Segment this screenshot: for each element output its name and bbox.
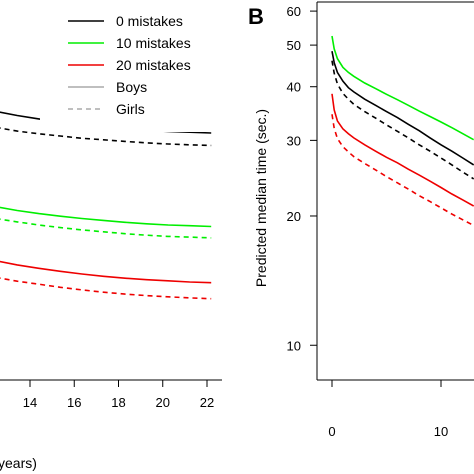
- panel-a-series-10-mistakes-boys: [0, 206, 212, 228]
- panel-a-series-20-mistakes-boys: [0, 260, 212, 284]
- panel-a-legend-label-girls: Girls: [116, 101, 145, 117]
- panel-a-x-tick-label-14: 14: [23, 395, 37, 410]
- panel-b-series-20-mistakes-boys: [331, 93, 474, 207]
- panel-a-legend-label-20-mistakes: 20 mistakes: [116, 57, 191, 73]
- panel-a-x-tick-label-16: 16: [67, 395, 81, 410]
- panel-a-legend-label-0-mistakes: 0 mistakes: [116, 13, 183, 29]
- panel-a: 14 16 18 20 22 years) 0 mistakes 10 mistakes 2…: [0, 2, 234, 471]
- panel-b-x-tick-label-0: 0: [328, 424, 335, 439]
- panel-b-plot-frame: [316, 1, 474, 381]
- panel-b-series-0-mistakes-boys: [331, 51, 474, 166]
- panel-b-series-group: [331, 35, 474, 227]
- panel-b-y-tick-label-30: 30: [287, 133, 301, 148]
- panel-a-legend-label-boys: Boys: [116, 79, 147, 95]
- panel-b-letter: B: [248, 4, 264, 29]
- panel-b-y-tick-label-40: 40: [287, 80, 301, 95]
- panel-b-series-0-mistakes-girls: [331, 60, 474, 180]
- panel-b-x-tick-label-10: 10: [434, 424, 448, 439]
- panel-a-series-group: [0, 111, 212, 300]
- panel-b-y-axis-label: Predicted median time (sec.): [253, 109, 269, 287]
- panel-b-series-10-mistakes-boys: [331, 35, 474, 141]
- panel-a-x-axis: 14 16 18 20 22: [23, 380, 214, 410]
- panel-b-y-axis: 10 20 30 40 50 60: [287, 4, 317, 353]
- panel-a-series-0-mistakes-girls: [0, 127, 212, 147]
- panel-b-y-tick-label-50: 50: [287, 38, 301, 53]
- panel-b: B 10 20 30 40 50 60 0 10 Predicted median time…: [248, 1, 474, 439]
- panel-a-series-20-mistakes-girls: [0, 277, 212, 300]
- panel-a-legend: 0 mistakes 10 mistakes 20 mistakes Boys Girl…: [40, 2, 234, 132]
- panel-a-x-tick-label-20: 20: [156, 395, 170, 410]
- panel-b-y-tick-label-20: 20: [287, 209, 301, 224]
- panel-a-legend-label-10-mistakes: 10 mistakes: [116, 35, 191, 51]
- panel-b-series-20-mistakes-girls: [331, 114, 474, 227]
- panel-a-x-tick-label-22: 22: [200, 395, 214, 410]
- panel-b-x-axis: 0 10: [328, 380, 448, 439]
- panel-a-legend-box: [40, 2, 234, 132]
- panel-b-y-tick-label-60: 60: [287, 4, 301, 19]
- panel-a-x-tick-label-18: 18: [111, 395, 125, 410]
- panel-a-x-axis-label: years): [0, 455, 37, 471]
- panel-a-series-10-mistakes-girls: [0, 218, 212, 239]
- panel-b-y-tick-label-10: 10: [287, 338, 301, 353]
